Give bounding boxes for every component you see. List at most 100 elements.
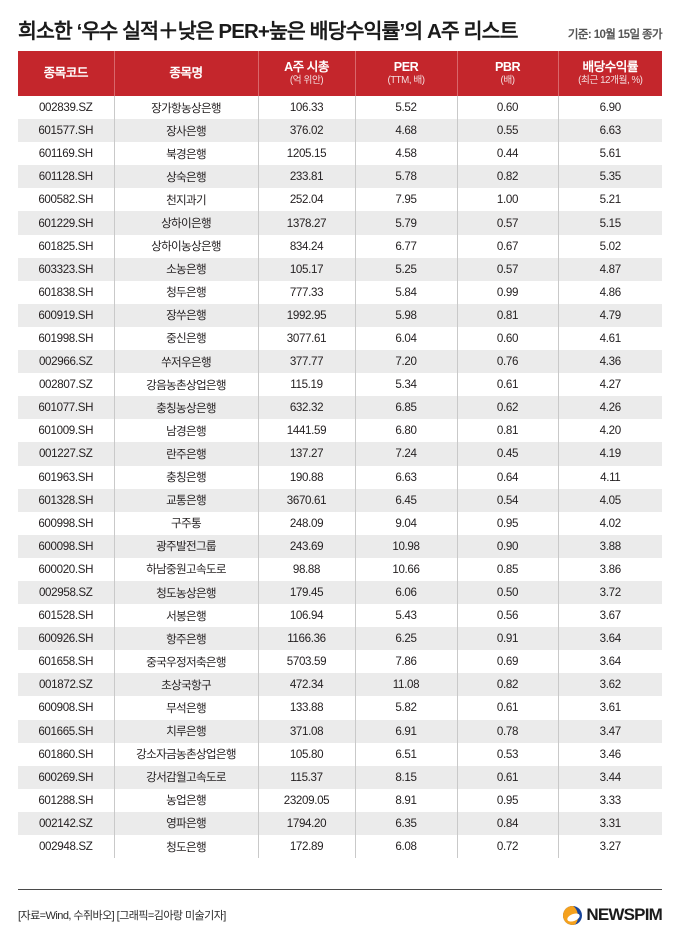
cell-code: 001227.SZ: [18, 442, 115, 466]
table-row: 601328.SH 교통은행 3670.61 6.45 0.54 4.05: [18, 488, 662, 512]
cell-code: 600098.SH: [18, 534, 115, 558]
cell-pbr: 0.67: [457, 234, 559, 258]
column-header-yield-unit: (최근 12개월, %): [578, 75, 643, 87]
cell-pbr: 0.50: [457, 580, 559, 605]
footer: [자료=Wind, 수쥐바오] [그래픽=김아랑 미술기자] NEWSPIM: [18, 901, 663, 929]
cell-per: 7.95: [355, 188, 458, 212]
cell-marketcap: 137.27: [258, 442, 356, 466]
cell-name: 장가항농상은행: [114, 96, 259, 120]
newspim-swirl-icon: [563, 905, 583, 925]
cell-pbr: 0.60: [457, 96, 559, 120]
cell-yield: 3.72: [558, 580, 662, 605]
cell-per: 5.84: [355, 280, 458, 304]
cell-yield: 5.15: [558, 211, 662, 235]
cell-per: 6.35: [355, 811, 458, 835]
stock-table-container: 종목코드 종목명 A주 시총 (억 위안) PER (TTM, 배) PBR: [18, 51, 662, 859]
cell-per: 6.45: [355, 488, 458, 512]
cell-marketcap: 377.77: [258, 350, 356, 374]
cell-name: 서봉은행: [114, 604, 259, 628]
cell-per: 5.25: [355, 257, 458, 281]
cell-marketcap: 1378.27: [258, 211, 356, 235]
table-row: 601288.SH 농업은행 23209.05 8.91 0.95 3.33: [18, 788, 662, 812]
table-header-row: 종목코드 종목명 A주 시총 (억 위안) PER (TTM, 배) PBR: [18, 51, 662, 96]
cell-yield: 3.86: [599, 562, 622, 576]
table-row: 600269.SH 강서감월고속도로 115.37 8.15 0.61 3.44: [18, 765, 662, 789]
cell-per: 5.82: [355, 696, 458, 720]
cell-pbr: 0.57: [457, 257, 559, 281]
cell-name: 광주발전그룹: [114, 534, 259, 558]
cell-pbr: 0.44: [457, 142, 559, 166]
column-header-name-label: 종목명: [169, 66, 203, 81]
cell-per: 6.91: [355, 719, 458, 743]
cell-name: 교통은행: [114, 488, 259, 512]
cell-pbr: 0.95: [457, 788, 559, 812]
table-row: 600582.SH 천지과기 252.04 7.95 1.00 5.21: [18, 188, 662, 212]
column-header-marketcap-label: A주 시총: [284, 59, 329, 74]
cell-per: 5.34: [355, 373, 458, 397]
column-header-yield-label: 배당수익률: [582, 59, 639, 74]
cell-yield: 4.19: [558, 442, 662, 466]
column-header-per-label: PER: [393, 59, 419, 74]
cell-name: 소농은행: [114, 257, 259, 281]
table-row: 601665.SH 치루은행 371.08 6.91 0.78 3.47: [18, 719, 662, 743]
column-header-pbr-unit: (배): [500, 75, 515, 87]
column-header-pbr: PBR (배): [457, 51, 559, 96]
table-row: 601658.SH 중국우정저축은행 5703.59 7.86 0.69 3.64: [18, 650, 662, 674]
column-header-marketcap: A주 시총 (억 위안): [258, 51, 356, 96]
cell-pbr: 0.82: [457, 165, 559, 189]
table-row: 002948.SZ 청도은행 172.89 6.08 0.72 3.27: [18, 835, 662, 859]
cell-marketcap: 98.88: [258, 557, 356, 581]
cell-marketcap: 1166.36: [258, 627, 356, 651]
cell-marketcap: 371.08: [258, 719, 356, 743]
cell-pbr: 0.61: [457, 373, 559, 397]
cell-pbr: 0.62: [457, 396, 559, 420]
cell-yield: 4.61: [599, 331, 622, 345]
cell-per: 6.06: [355, 580, 458, 605]
table-body: 002839.SZ 장가항농상은행 106.33 5.52 0.60 6.90 601577…: [18, 96, 662, 859]
cell-pbr: 0.61: [457, 765, 559, 789]
table-row: 002142.SZ 영파은행 1794.20 6.35 0.84 3.31: [18, 811, 662, 835]
cell-per: 5.98: [355, 303, 458, 327]
cell-yield: 4.26: [558, 396, 662, 420]
cell-name: 충칭농상은행: [114, 396, 259, 420]
table-row: 600926.SH 항주은행 1166.36 6.25 0.91 3.64: [18, 627, 662, 651]
cell-marketcap: 1794.20: [258, 811, 356, 835]
column-header-yield: 배당수익률 (최근 12개월, %): [558, 51, 662, 96]
table-row: 601169.SH 북경은행 1205.15 4.58 0.44 5.61: [18, 142, 662, 166]
table-row: 601577.SH 장사은행 376.02 4.68 0.55 6.63: [18, 119, 662, 143]
cell-per: 6.85: [355, 396, 458, 420]
table-header: 종목코드 종목명 A주 시총 (억 위안) PER (TTM, 배) PBR: [18, 51, 662, 96]
cell-yield: 4.87: [558, 257, 662, 281]
cell-pbr: 0.72: [457, 835, 559, 859]
cell-name: 초상국항구: [114, 673, 259, 697]
cell-pbr: 0.53: [457, 742, 559, 766]
table-row: 001227.SZ 란주은행 137.27 7.24 0.45 4.19: [18, 442, 662, 466]
table-row: 600098.SH 광주발전그룹 243.69 10.98 0.90 3.88: [18, 534, 662, 558]
cell-name: 남경은행: [114, 419, 259, 443]
cell-marketcap: 172.89: [258, 835, 356, 859]
cell-marketcap: 23209.05: [258, 788, 356, 812]
cell-code: 600919.SH: [18, 303, 115, 327]
cell-yield: 4.02: [599, 516, 622, 530]
cell-pbr: 0.76: [457, 350, 559, 374]
cell-name: 영파은행: [114, 811, 259, 835]
cell-marketcap: 115.19: [258, 373, 356, 397]
cell-code: 600020.SH: [18, 557, 115, 581]
title-row: 희소한 ‘우수 실적＋낮은 PER+높은 배당수익률’의 A주 리스트 기준: …: [18, 10, 663, 44]
cell-pbr: 0.81: [457, 419, 559, 443]
cell-per: 6.25: [355, 627, 458, 651]
cell-yield: 3.64: [599, 655, 622, 669]
cell-code: 601838.SH: [18, 280, 115, 304]
cell-name: 강서감월고속도로: [114, 765, 259, 789]
cell-per: 7.86: [355, 650, 458, 674]
cell-code: 600582.SH: [18, 188, 115, 212]
table-row: 603323.SH 소농은행 105.17 5.25 0.57 4.87: [18, 257, 662, 281]
cell-pbr: 0.56: [457, 604, 559, 628]
cell-marketcap: 1205.15: [258, 142, 356, 166]
cell-per: 6.77: [355, 234, 458, 258]
cell-pbr: 0.90: [457, 534, 559, 558]
cell-pbr: 0.57: [457, 211, 559, 235]
cell-pbr: 0.45: [457, 442, 559, 466]
column-header-name: 종목명: [114, 51, 259, 96]
